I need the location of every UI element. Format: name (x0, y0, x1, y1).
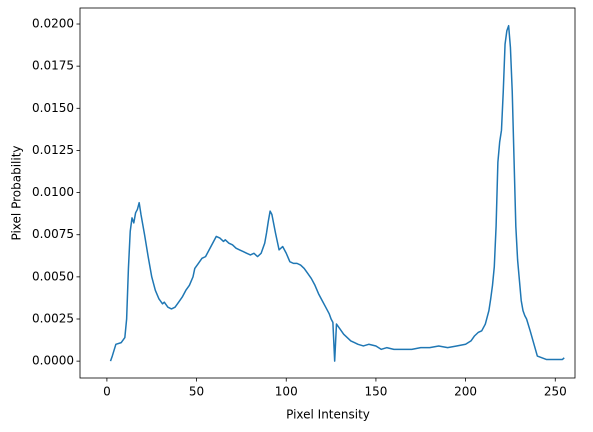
x-tick-label: 150 (364, 385, 387, 399)
y-tick-label: 0.0000 (32, 354, 74, 368)
y-axis-label: Pixel Probability (10, 145, 24, 240)
y-tick-label: 0.0050 (32, 269, 74, 283)
y-tick-label: 0.0100 (32, 185, 74, 199)
x-tick-label: 250 (544, 385, 567, 399)
y-tick-label: 0.0150 (32, 101, 74, 115)
y-tick-label: 0.0175 (32, 59, 74, 73)
y-tick-label: 0.0075 (32, 227, 74, 241)
x-tick-label: 50 (189, 385, 204, 399)
x-tick-label: 100 (275, 385, 298, 399)
y-tick-label: 0.0200 (32, 17, 74, 31)
y-tick-label: 0.0125 (32, 143, 74, 157)
x-axis-label: Pixel Intensity (286, 408, 370, 422)
x-tick-label: 200 (454, 385, 477, 399)
data-line (109, 24, 565, 362)
x-tick-label: 0 (103, 385, 111, 399)
plot-frame (79, 7, 576, 379)
y-tick-label: 0.0025 (32, 312, 74, 326)
